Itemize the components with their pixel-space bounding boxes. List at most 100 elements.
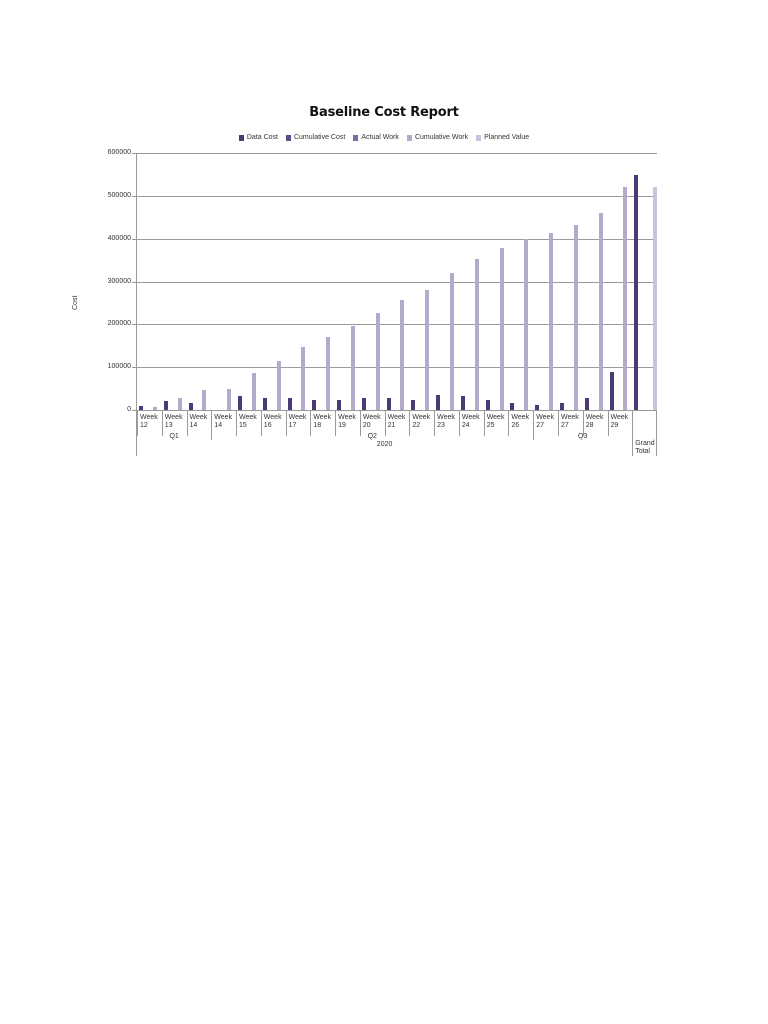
x-tick-label: Week 21 bbox=[384, 410, 410, 436]
x-tick-label: Week 16 bbox=[260, 410, 286, 436]
bar-cumulative-work bbox=[474, 259, 479, 410]
bar-cumulative-work bbox=[598, 213, 603, 410]
legend-swatch-icon bbox=[353, 134, 359, 141]
x-tick-label: Week 27 bbox=[558, 410, 583, 436]
bar-cumulative-work bbox=[276, 360, 281, 410]
x-tick-label: Week 17 bbox=[285, 410, 311, 436]
x-tick-label: Week 26 bbox=[508, 410, 533, 436]
bar-data-cost bbox=[485, 400, 490, 410]
legend-label: Cumulative Cost bbox=[293, 134, 346, 141]
x-tick-label: Week 28 bbox=[582, 410, 608, 436]
gridline bbox=[132, 367, 657, 368]
bar-data-cost bbox=[386, 398, 391, 410]
bar-cumulative-work bbox=[449, 272, 454, 410]
legend-item-cumulative-work: Cumulative Work bbox=[406, 134, 469, 141]
bar-data-cost bbox=[163, 401, 168, 410]
bar-data-cost bbox=[188, 403, 193, 410]
y-tick-label: 200000 bbox=[107, 320, 131, 327]
bar-cumulative-work bbox=[623, 186, 628, 410]
bar-cumulative-work bbox=[227, 389, 232, 410]
x-tick-label: Week 25 bbox=[483, 410, 509, 436]
x-tick-label: Week 12 bbox=[137, 410, 162, 436]
year-label: 2020 bbox=[376, 441, 393, 448]
bar-cumulative-work bbox=[177, 397, 182, 410]
y-axis-label: Cost bbox=[72, 295, 79, 310]
bar-cumulative-work bbox=[549, 233, 553, 410]
chart-title: Baseline Cost Report bbox=[309, 105, 459, 120]
x-tick-label: Week 22 bbox=[409, 410, 434, 436]
legend-swatch-icon bbox=[476, 134, 482, 141]
y-tick-label: 0 bbox=[127, 406, 131, 413]
bar-data-cost bbox=[510, 403, 515, 410]
bar-data-cost bbox=[361, 398, 366, 410]
y-tick-label: 100000 bbox=[107, 363, 131, 370]
bar-cumulative-work bbox=[350, 326, 355, 410]
bar-cumulative-work bbox=[375, 313, 380, 410]
y-tick-label: 400000 bbox=[107, 235, 131, 242]
legend-item-cumulative-cost: Cumulative Cost bbox=[285, 134, 346, 141]
legend-item-data-cost: Data Cost bbox=[238, 134, 278, 141]
y-tick-label: 500000 bbox=[107, 192, 131, 199]
bar-data-cost bbox=[262, 398, 267, 410]
group-separator bbox=[533, 410, 535, 440]
gridline bbox=[132, 410, 657, 411]
legend-label: Actual Work bbox=[361, 134, 399, 141]
bar-cumulative-work bbox=[152, 406, 157, 410]
group-separator bbox=[632, 410, 634, 456]
bar-data-cost bbox=[634, 174, 639, 410]
bar-cumulative-work bbox=[326, 336, 331, 410]
bar-cumulative-work bbox=[524, 238, 529, 410]
bar-data-cost bbox=[460, 395, 465, 410]
x-tick-label: Week 15 bbox=[236, 410, 261, 436]
bar-data-cost bbox=[609, 371, 614, 410]
bar-data-cost bbox=[560, 403, 564, 410]
gridline bbox=[132, 282, 657, 283]
bar-data-cost bbox=[312, 400, 317, 410]
gridline bbox=[132, 239, 657, 240]
bar-data-cost bbox=[238, 395, 242, 410]
legend-item-actual-work: Actual Work bbox=[353, 134, 399, 141]
quarter-label: Q3 bbox=[578, 433, 588, 440]
gridline bbox=[132, 153, 657, 154]
bar-cumulative-work bbox=[425, 290, 430, 410]
gridline bbox=[132, 324, 657, 325]
x-tick-label: Week 20 bbox=[359, 410, 385, 436]
x-tick-label: Week 23 bbox=[434, 410, 459, 436]
x-tick-label: Week 13 bbox=[161, 410, 187, 436]
bar-cumulative-work bbox=[251, 372, 256, 410]
x-tick-label: Week 24 bbox=[458, 410, 484, 436]
legend-swatch-icon bbox=[285, 134, 291, 141]
bar-data-cost bbox=[436, 395, 441, 410]
y-tick-label: 300000 bbox=[107, 278, 131, 285]
y-tick-label: 600000 bbox=[107, 149, 131, 156]
bar-cumulative-work bbox=[202, 389, 207, 410]
legend-swatch-icon bbox=[238, 134, 244, 141]
x-tick-label: Week 29 bbox=[607, 410, 633, 436]
bar-cumulative-work bbox=[400, 300, 405, 410]
bar-planned-value bbox=[652, 186, 657, 410]
legend-label: Planned Value bbox=[484, 134, 530, 141]
bar-cumulative-work bbox=[573, 225, 578, 410]
bar-data-cost bbox=[584, 398, 589, 410]
gridline bbox=[132, 196, 657, 197]
quarter-label: Q2 bbox=[367, 433, 377, 440]
quarter-label: Q1 bbox=[169, 433, 179, 440]
legend-label: Data Cost bbox=[246, 134, 278, 141]
x-tick-label: Week 19 bbox=[335, 410, 360, 436]
chart-legend: Data Cost Cumulative Cost Actual Work Cu… bbox=[0, 134, 768, 141]
group-separator bbox=[211, 410, 213, 440]
x-tick-label: Week 14 bbox=[186, 410, 212, 436]
bar-data-cost bbox=[411, 400, 416, 410]
bar-cumulative-work bbox=[499, 248, 504, 410]
bar-cumulative-work bbox=[301, 347, 306, 410]
y-axis-line bbox=[136, 153, 137, 456]
legend-item-planned-value: Planned Value bbox=[476, 134, 529, 141]
bar-data-cost bbox=[535, 405, 540, 410]
bar-data-cost bbox=[139, 406, 143, 410]
x-tick-label: Grand Total bbox=[632, 410, 657, 456]
legend-swatch-icon bbox=[406, 134, 412, 141]
bar-data-cost bbox=[337, 400, 342, 410]
legend-label: Cumulative Work bbox=[414, 134, 469, 141]
bar-data-cost bbox=[287, 398, 292, 410]
x-tick-label: Week 18 bbox=[310, 410, 335, 436]
